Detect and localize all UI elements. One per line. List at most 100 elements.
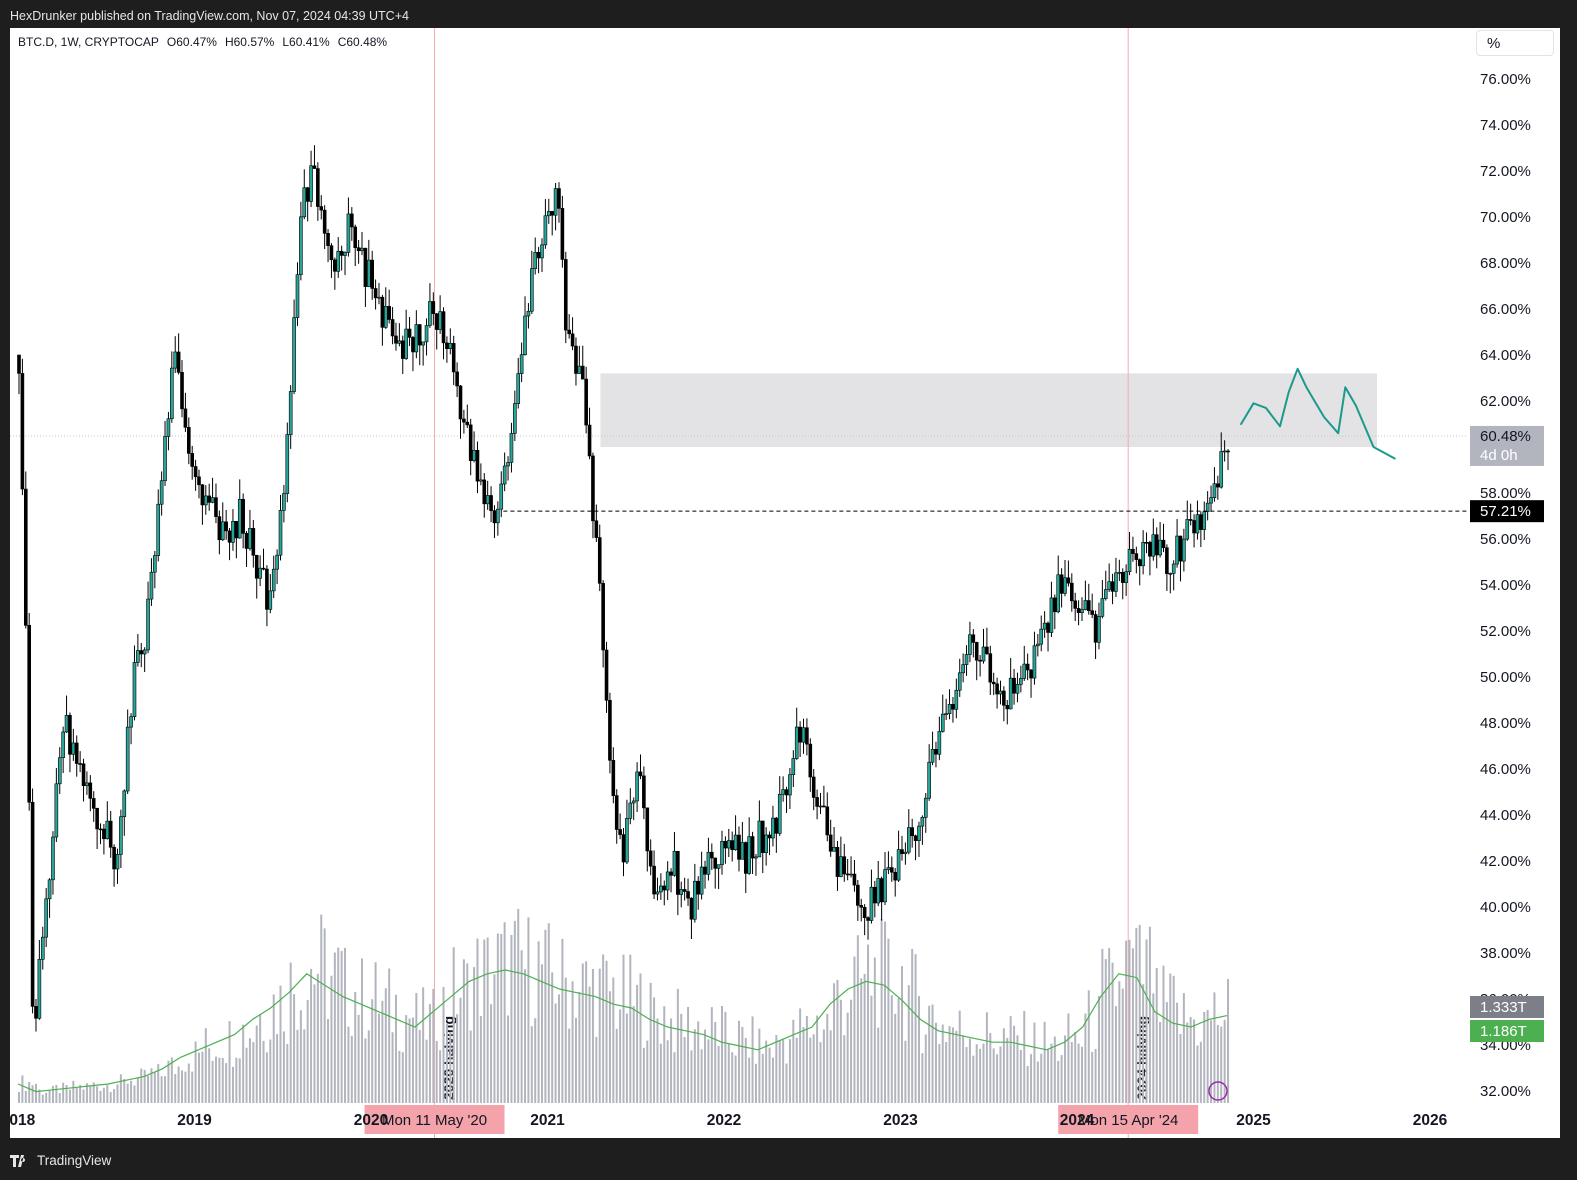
volume-bar bbox=[958, 1010, 961, 1103]
volume-bar bbox=[1026, 1066, 1029, 1103]
volume-bar bbox=[361, 958, 364, 1103]
volume-ma-value: 1.186T bbox=[1480, 1023, 1527, 1040]
volume-bar bbox=[704, 1029, 707, 1103]
volume-bar bbox=[245, 1047, 248, 1103]
candle-up bbox=[1114, 572, 1118, 592]
candle-down bbox=[604, 649, 609, 701]
volume-bar bbox=[1227, 979, 1230, 1103]
volume-bar bbox=[1220, 1026, 1223, 1103]
volume-bar bbox=[534, 1018, 537, 1103]
candle-down bbox=[642, 775, 646, 809]
volume-bar bbox=[778, 1040, 781, 1103]
candle-down bbox=[180, 372, 184, 410]
volume-bar bbox=[1104, 959, 1107, 1103]
candle-down bbox=[1144, 542, 1149, 544]
candle-up bbox=[115, 854, 120, 870]
candle-up bbox=[299, 216, 303, 275]
y-tick-label: 64.00% bbox=[1480, 347, 1531, 364]
y-tick-label: 76.00% bbox=[1480, 71, 1531, 88]
candle-up bbox=[1063, 577, 1067, 594]
candle-down bbox=[828, 834, 833, 852]
volume-bar bbox=[670, 1018, 673, 1103]
symbol-legend[interactable]: BTC.D, 1W, CRYPTOCAP O60.47% H60.57% L60… bbox=[18, 35, 387, 49]
candle-up bbox=[343, 252, 347, 256]
volume-bar bbox=[337, 947, 340, 1103]
candle-up bbox=[957, 672, 962, 691]
candle-up bbox=[278, 510, 283, 556]
volume-bar bbox=[469, 1030, 472, 1103]
volume-bar bbox=[201, 1051, 204, 1103]
candle-down bbox=[652, 865, 656, 895]
volume-bar bbox=[843, 1035, 846, 1103]
candle-down bbox=[893, 871, 898, 881]
candle-down bbox=[441, 311, 446, 344]
volume-bar bbox=[734, 1055, 737, 1103]
candle-down bbox=[985, 646, 989, 654]
volume-bar bbox=[123, 1078, 126, 1103]
candle-down bbox=[34, 1006, 38, 1019]
volume-bar bbox=[816, 1015, 819, 1103]
volume-bar bbox=[1176, 1002, 1179, 1103]
candle-down bbox=[1025, 663, 1030, 671]
candle-down bbox=[363, 247, 368, 287]
volume-bar bbox=[945, 1041, 948, 1103]
candle-up bbox=[383, 306, 388, 328]
candle-down bbox=[536, 252, 541, 259]
volume-bar bbox=[551, 972, 554, 1103]
volume-bar bbox=[744, 1038, 747, 1103]
volume-bar bbox=[527, 917, 530, 1103]
volume-bar bbox=[1067, 1013, 1070, 1103]
candle-down bbox=[217, 516, 222, 541]
candle-up bbox=[163, 436, 167, 482]
candle-down bbox=[1086, 600, 1091, 612]
percent-scale-button[interactable]: % bbox=[1476, 30, 1554, 56]
volume-bar bbox=[812, 1034, 815, 1103]
volume-bar bbox=[1216, 1024, 1219, 1103]
volume-bar bbox=[510, 934, 513, 1103]
candle-down bbox=[465, 421, 470, 426]
volume-bar bbox=[493, 974, 496, 1103]
volume-bar bbox=[204, 1028, 207, 1103]
volume-bar bbox=[758, 1028, 761, 1103]
candle-down bbox=[234, 521, 239, 539]
candle-down bbox=[190, 453, 195, 467]
candle-up bbox=[659, 885, 663, 893]
candle-up bbox=[1209, 497, 1213, 504]
candle-down bbox=[197, 476, 201, 486]
volume-bar bbox=[109, 1091, 112, 1103]
candle-up bbox=[1032, 645, 1037, 679]
y-tick-label: 52.00% bbox=[1480, 623, 1531, 640]
candle-up bbox=[693, 880, 697, 920]
volume-bar bbox=[181, 1070, 184, 1103]
candle-down bbox=[825, 806, 830, 836]
candle-down bbox=[1216, 483, 1220, 488]
candle-down bbox=[574, 345, 578, 374]
candle-up bbox=[998, 690, 1003, 695]
volume-bar bbox=[632, 1006, 635, 1103]
candle-up bbox=[631, 800, 636, 804]
volume-bar bbox=[1030, 1054, 1033, 1103]
volume-bar bbox=[911, 948, 914, 1103]
publish-text: HexDrunker published on TradingView.com,… bbox=[10, 9, 409, 23]
volume-bar bbox=[422, 987, 425, 1103]
candle-down bbox=[261, 567, 266, 570]
candle-down bbox=[1120, 572, 1125, 583]
candle-down bbox=[913, 835, 918, 841]
candle-up bbox=[1080, 609, 1084, 613]
candle-down bbox=[648, 850, 653, 867]
candle-up bbox=[1008, 677, 1013, 710]
candle-down bbox=[713, 857, 718, 869]
volume-bar bbox=[116, 1084, 119, 1103]
volume-bar bbox=[710, 1007, 713, 1103]
candle-up bbox=[275, 554, 279, 570]
volume-bar bbox=[1172, 975, 1175, 1103]
candle-down bbox=[88, 782, 93, 799]
volume-bar bbox=[656, 1018, 659, 1103]
volume-bar bbox=[500, 934, 503, 1103]
candle-up bbox=[268, 590, 273, 610]
volume-bar bbox=[649, 982, 652, 1103]
candle-up bbox=[47, 879, 52, 900]
candle-up bbox=[1168, 573, 1173, 575]
